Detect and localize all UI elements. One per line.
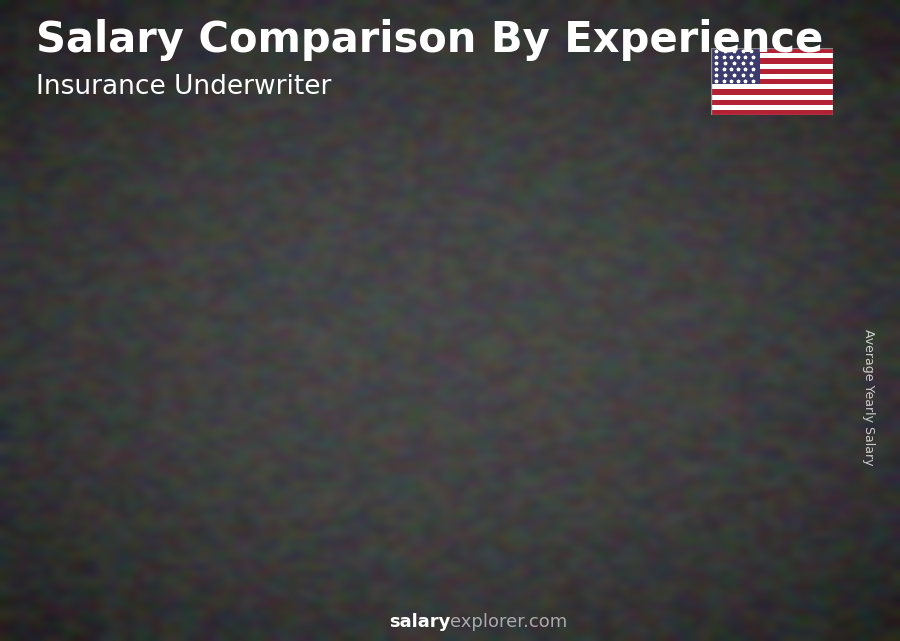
Polygon shape [456, 290, 543, 299]
Polygon shape [585, 272, 671, 282]
Bar [456, 299, 534, 577]
Text: +10%: +10% [657, 187, 734, 211]
Bar [711, 95, 832, 100]
Polygon shape [792, 244, 801, 577]
Bar [711, 85, 832, 90]
Text: +6%: +6% [536, 215, 596, 239]
Text: Salary Comparison By Experience: Salary Comparison By Experience [36, 19, 824, 62]
Polygon shape [197, 396, 284, 405]
Polygon shape [662, 272, 671, 577]
Text: salary: salary [389, 613, 450, 631]
Polygon shape [534, 290, 543, 577]
Bar [197, 405, 275, 577]
Bar [711, 74, 832, 79]
Bar [711, 48, 760, 85]
Text: Average Yearly Salary: Average Yearly Salary [862, 329, 875, 465]
Polygon shape [404, 342, 413, 577]
Text: 85,800 USD: 85,800 USD [449, 270, 549, 285]
Text: +23%: +23% [399, 233, 475, 257]
Bar [327, 351, 404, 577]
Text: explorer.com: explorer.com [450, 613, 567, 631]
Bar [711, 58, 832, 63]
Polygon shape [68, 446, 155, 456]
Bar [711, 48, 832, 53]
Bar [711, 90, 832, 95]
Text: 100,000 USD: 100,000 USD [707, 224, 818, 238]
Polygon shape [715, 244, 801, 254]
Text: +42%: +42% [140, 338, 217, 362]
Text: 37,500 USD: 37,500 USD [62, 426, 162, 441]
Bar [711, 79, 832, 85]
Bar [711, 105, 832, 110]
Bar [711, 69, 832, 74]
Polygon shape [146, 446, 155, 577]
Text: Insurance Underwriter: Insurance Underwriter [36, 74, 331, 100]
Polygon shape [327, 342, 413, 351]
Text: 91,300 USD: 91,300 USD [579, 252, 679, 267]
Bar [585, 282, 662, 577]
Bar [68, 456, 146, 577]
Bar [711, 63, 832, 69]
Bar [711, 110, 832, 115]
Polygon shape [275, 396, 284, 577]
Bar [711, 53, 832, 58]
Text: 69,800 USD: 69,800 USD [320, 321, 420, 337]
Text: 53,100 USD: 53,100 USD [191, 376, 291, 390]
Bar [711, 100, 832, 105]
Text: +32%: +32% [269, 285, 346, 308]
Bar [715, 254, 792, 577]
